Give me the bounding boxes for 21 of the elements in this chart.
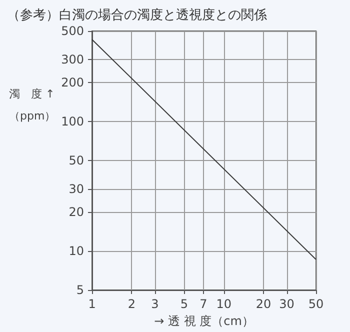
y-axis-title: 濁 度 ↑ （ppm） <box>9 88 56 122</box>
x-tick-label: 10 <box>216 297 232 311</box>
chart-title: （参考）白濁の場合の濁度と透視度との関係 <box>7 7 267 23</box>
x-tick-label: 5 <box>180 297 188 311</box>
x-tick-label: 30 <box>279 297 294 311</box>
y-tick-label: 20 <box>68 205 84 220</box>
y-tick-label: 200 <box>61 76 84 90</box>
y-tick-label: 5 <box>76 283 84 297</box>
y-tick-label: 100 <box>61 114 84 129</box>
x-tick-label: 3 <box>151 297 159 311</box>
x-tick-label: 7 <box>200 297 208 311</box>
y-tick-label: 10 <box>68 244 84 258</box>
x-tick-label: 2 <box>128 297 136 311</box>
y-tick-label: 30 <box>68 182 84 196</box>
x-axis-title: → 透 視 度（cm） <box>154 314 254 328</box>
x-tick-label: 20 <box>256 297 272 311</box>
y-tick-label: 300 <box>61 52 84 67</box>
y-tick-label: 50 <box>68 154 84 168</box>
y-tick-label: 500 <box>61 24 84 38</box>
x-tick-label: 1 <box>88 297 96 311</box>
x-tick-label: 50 <box>308 297 324 311</box>
